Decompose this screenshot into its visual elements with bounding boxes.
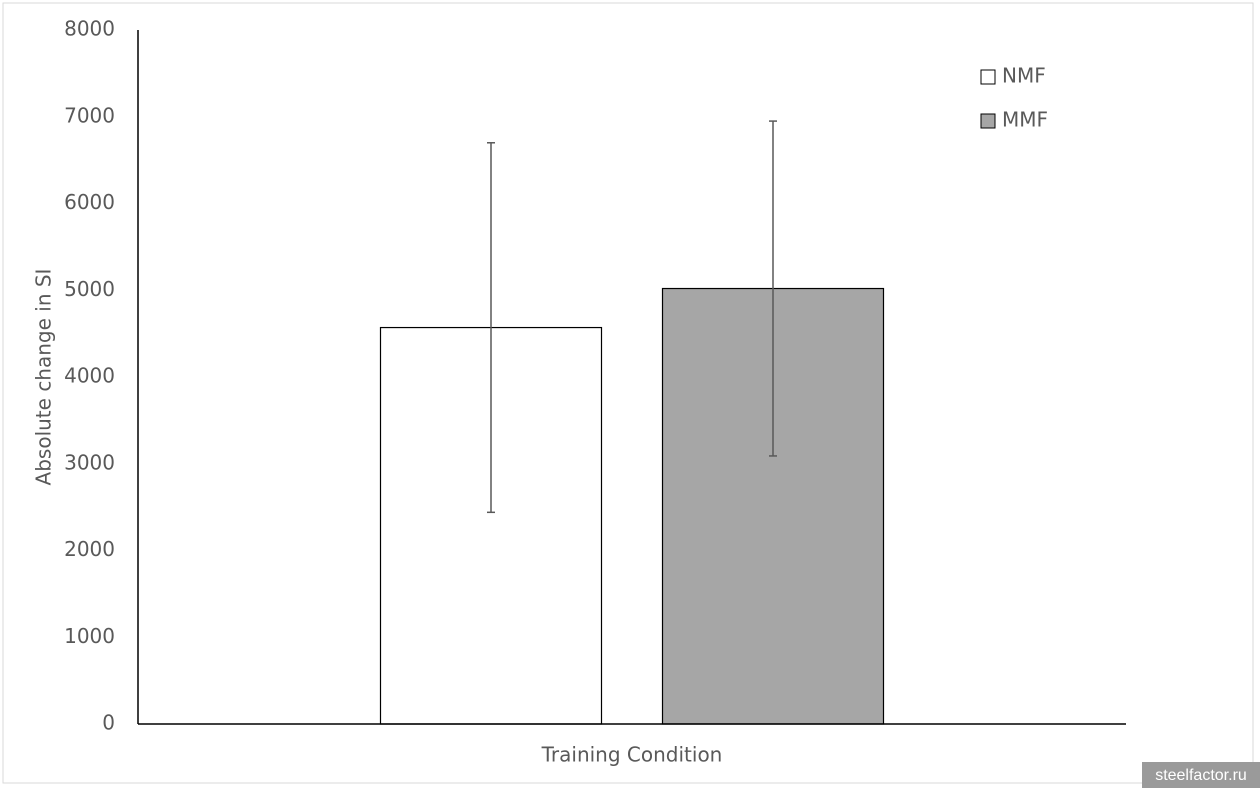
y-tick-label: 1000 (64, 624, 115, 648)
watermark-box (1142, 762, 1260, 788)
legend-label: MMF (1002, 108, 1048, 132)
y-tick-label: 0 (102, 711, 115, 735)
legend-swatch (980, 69, 996, 85)
x-axis-title: Training Condition (541, 743, 723, 767)
y-tick-label: 5000 (64, 277, 115, 301)
y-tick-label: 7000 (64, 103, 115, 127)
legend-label: NMF (1002, 64, 1046, 88)
watermark: steelfactor.ru (1155, 767, 1247, 784)
y-tick-label: 6000 (64, 190, 115, 214)
legend-swatch (980, 113, 996, 129)
y-tick-label: 2000 (64, 537, 115, 561)
y-tick-label: 3000 (64, 450, 115, 474)
y-tick-label: 8000 (64, 17, 115, 41)
y-axis-title: Absolute change in SI (32, 269, 56, 486)
y-tick-label: 4000 (64, 364, 115, 388)
